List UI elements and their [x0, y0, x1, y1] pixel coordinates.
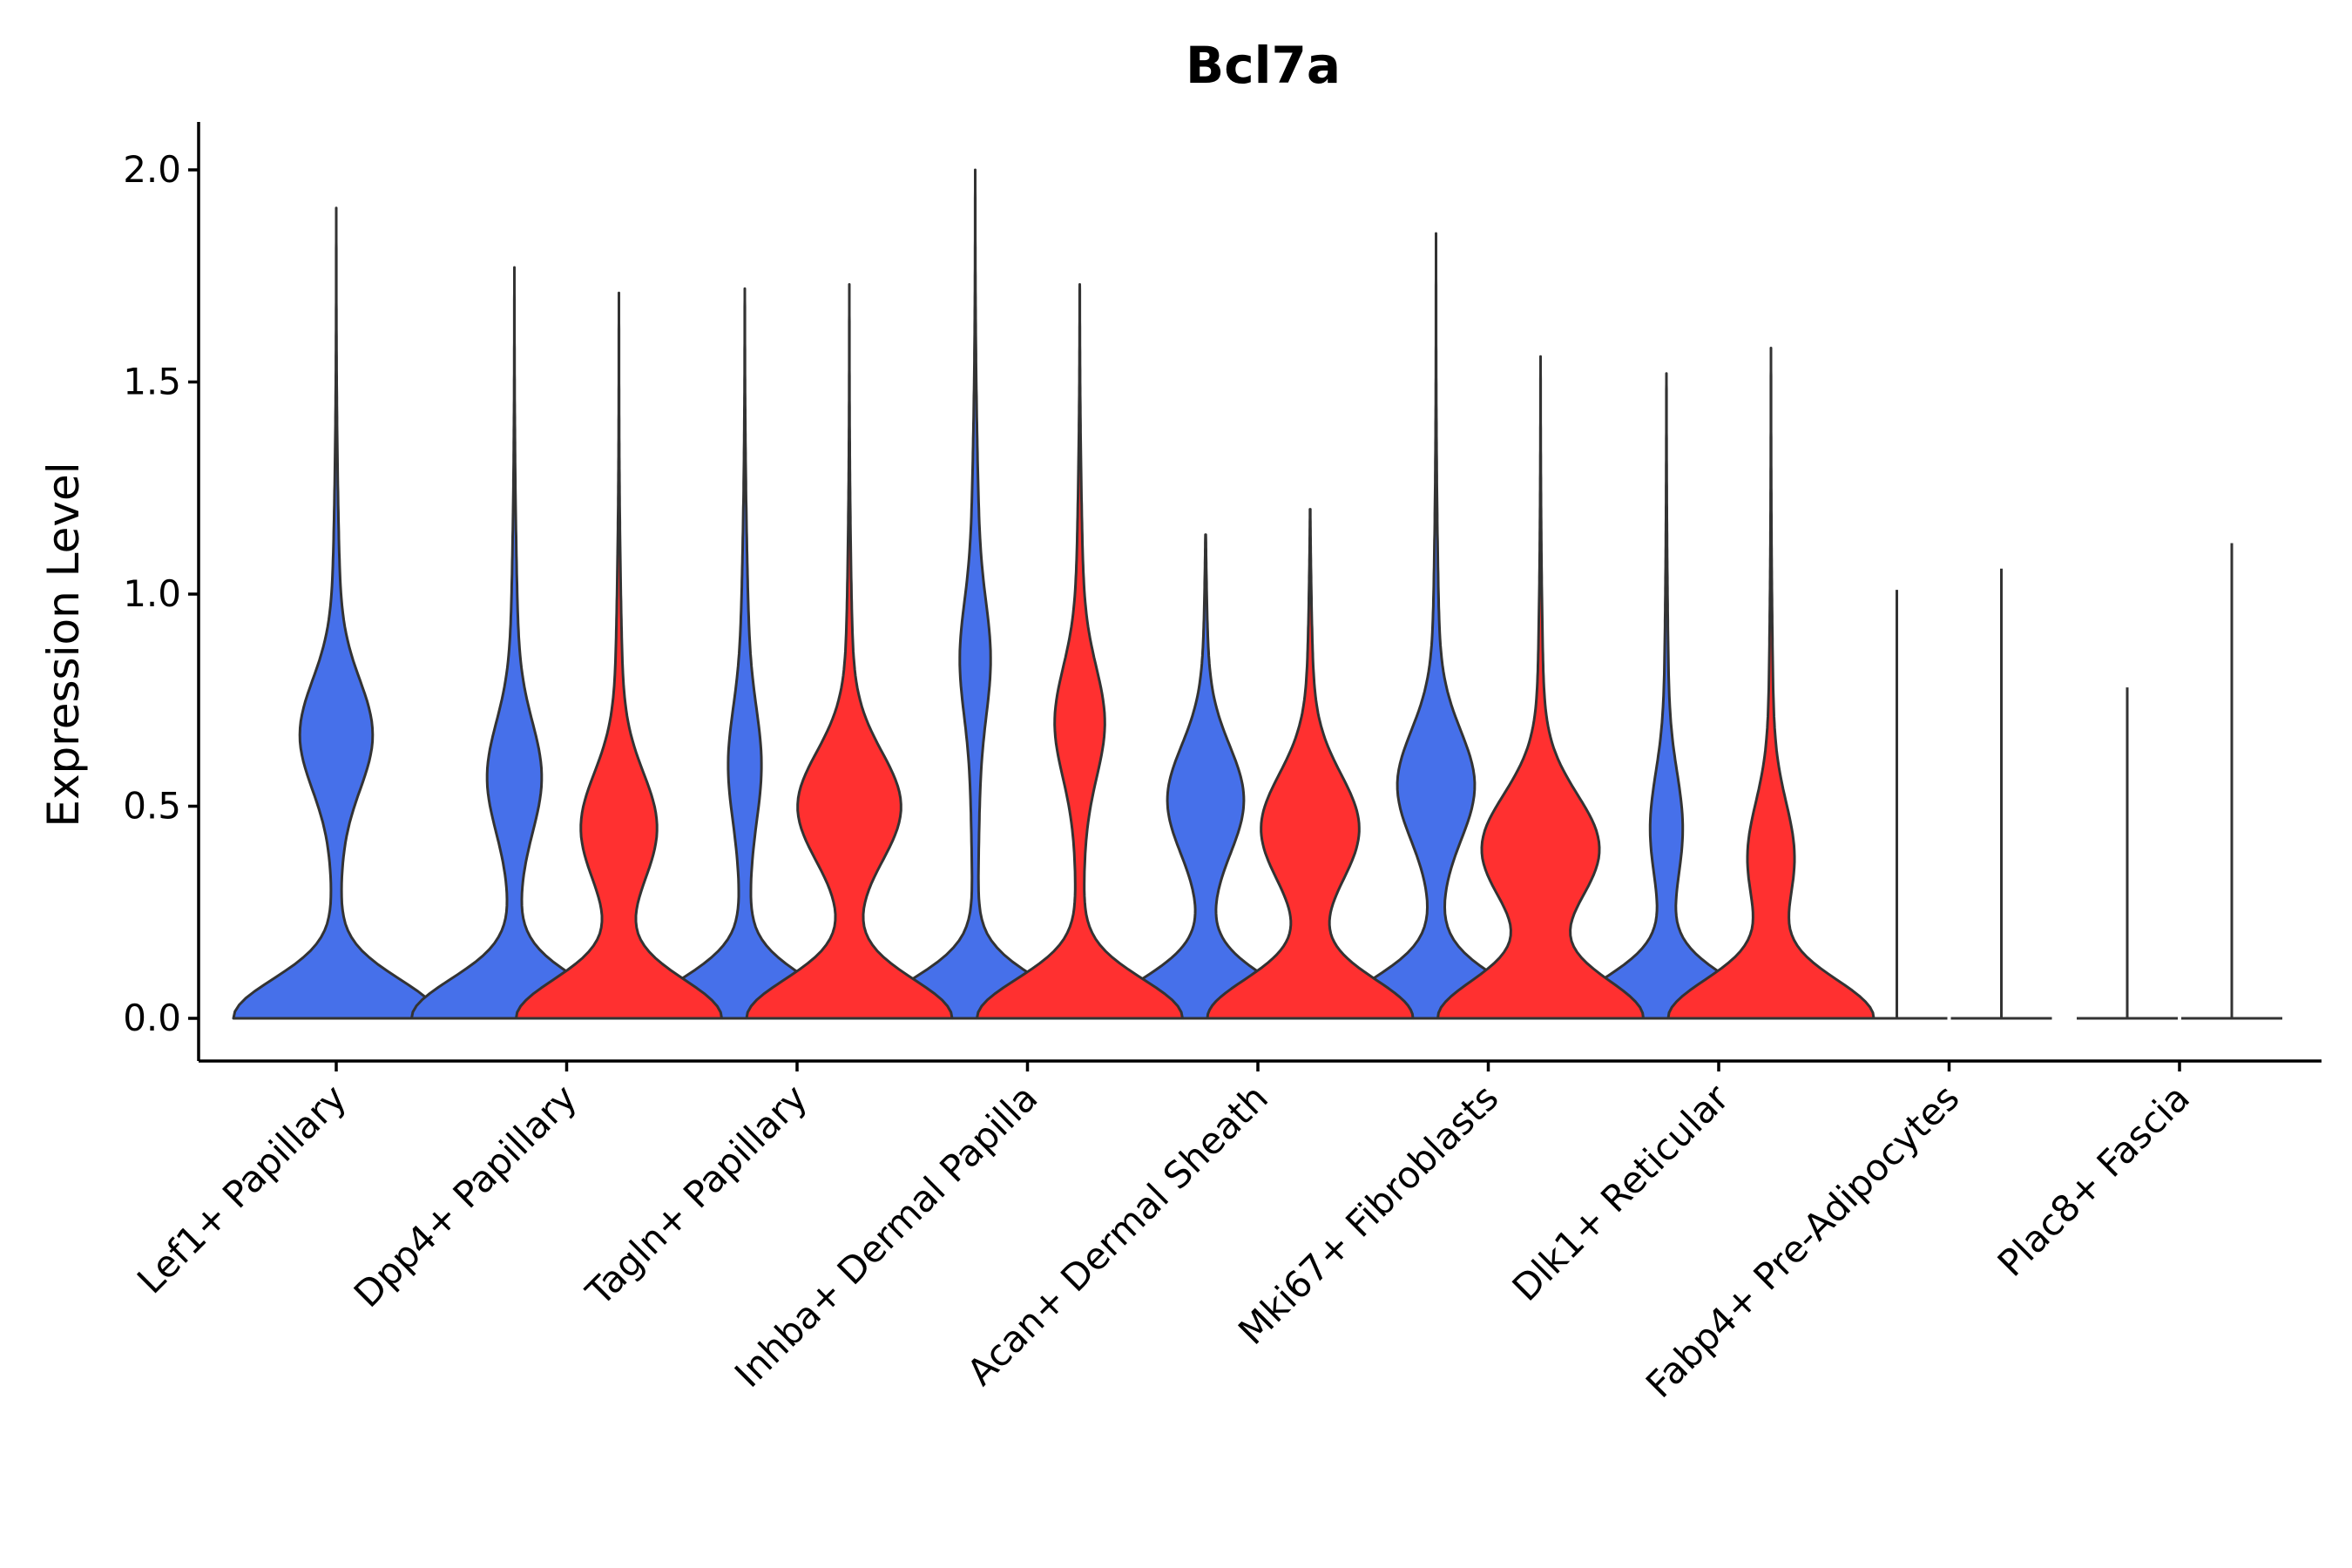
violin-group1	[232, 206, 441, 1020]
violin-group1	[1562, 372, 1771, 1020]
y-tick-label: 0.5	[123, 785, 181, 828]
y-tick-label: 0.0	[123, 997, 181, 1039]
x-tick-label: Tagln+ Papillary	[578, 1076, 815, 1314]
x-tick-label: Lef1+ Papillary	[129, 1076, 355, 1301]
y-tick-label: 1.0	[123, 572, 181, 615]
violin-group2	[1436, 355, 1645, 1020]
violin-group2	[745, 283, 954, 1020]
violin-group1	[1332, 232, 1540, 1020]
violin-group2	[515, 291, 723, 1020]
violin-group2	[976, 283, 1184, 1020]
plot-area	[232, 168, 2282, 1020]
violin-group2	[1206, 508, 1415, 1020]
x-tick-label: Plac8+ Fascia	[1990, 1076, 2198, 1284]
x-tick-label: Dpp4+ Papillary	[346, 1076, 585, 1315]
x-tick-label: Dlk1+ Reticular	[1504, 1076, 1738, 1309]
violin-group1	[640, 287, 849, 1020]
y-axis: 0.0 0.5 1.0 1.5 2.0	[123, 122, 200, 1061]
y-tick-label: 1.5	[123, 361, 181, 403]
chart-title: Bcl7a	[1186, 36, 1341, 95]
violin-group1	[871, 168, 1079, 1020]
y-axis-label: Expression Level	[38, 462, 89, 827]
violin-group1	[1101, 533, 1310, 1020]
y-tick-label: 2.0	[123, 148, 181, 191]
violin-group2	[1666, 347, 1876, 1020]
x-tick-label: Mki67+ Fibroblasts	[1230, 1076, 1506, 1352]
violin-group1	[410, 266, 618, 1020]
